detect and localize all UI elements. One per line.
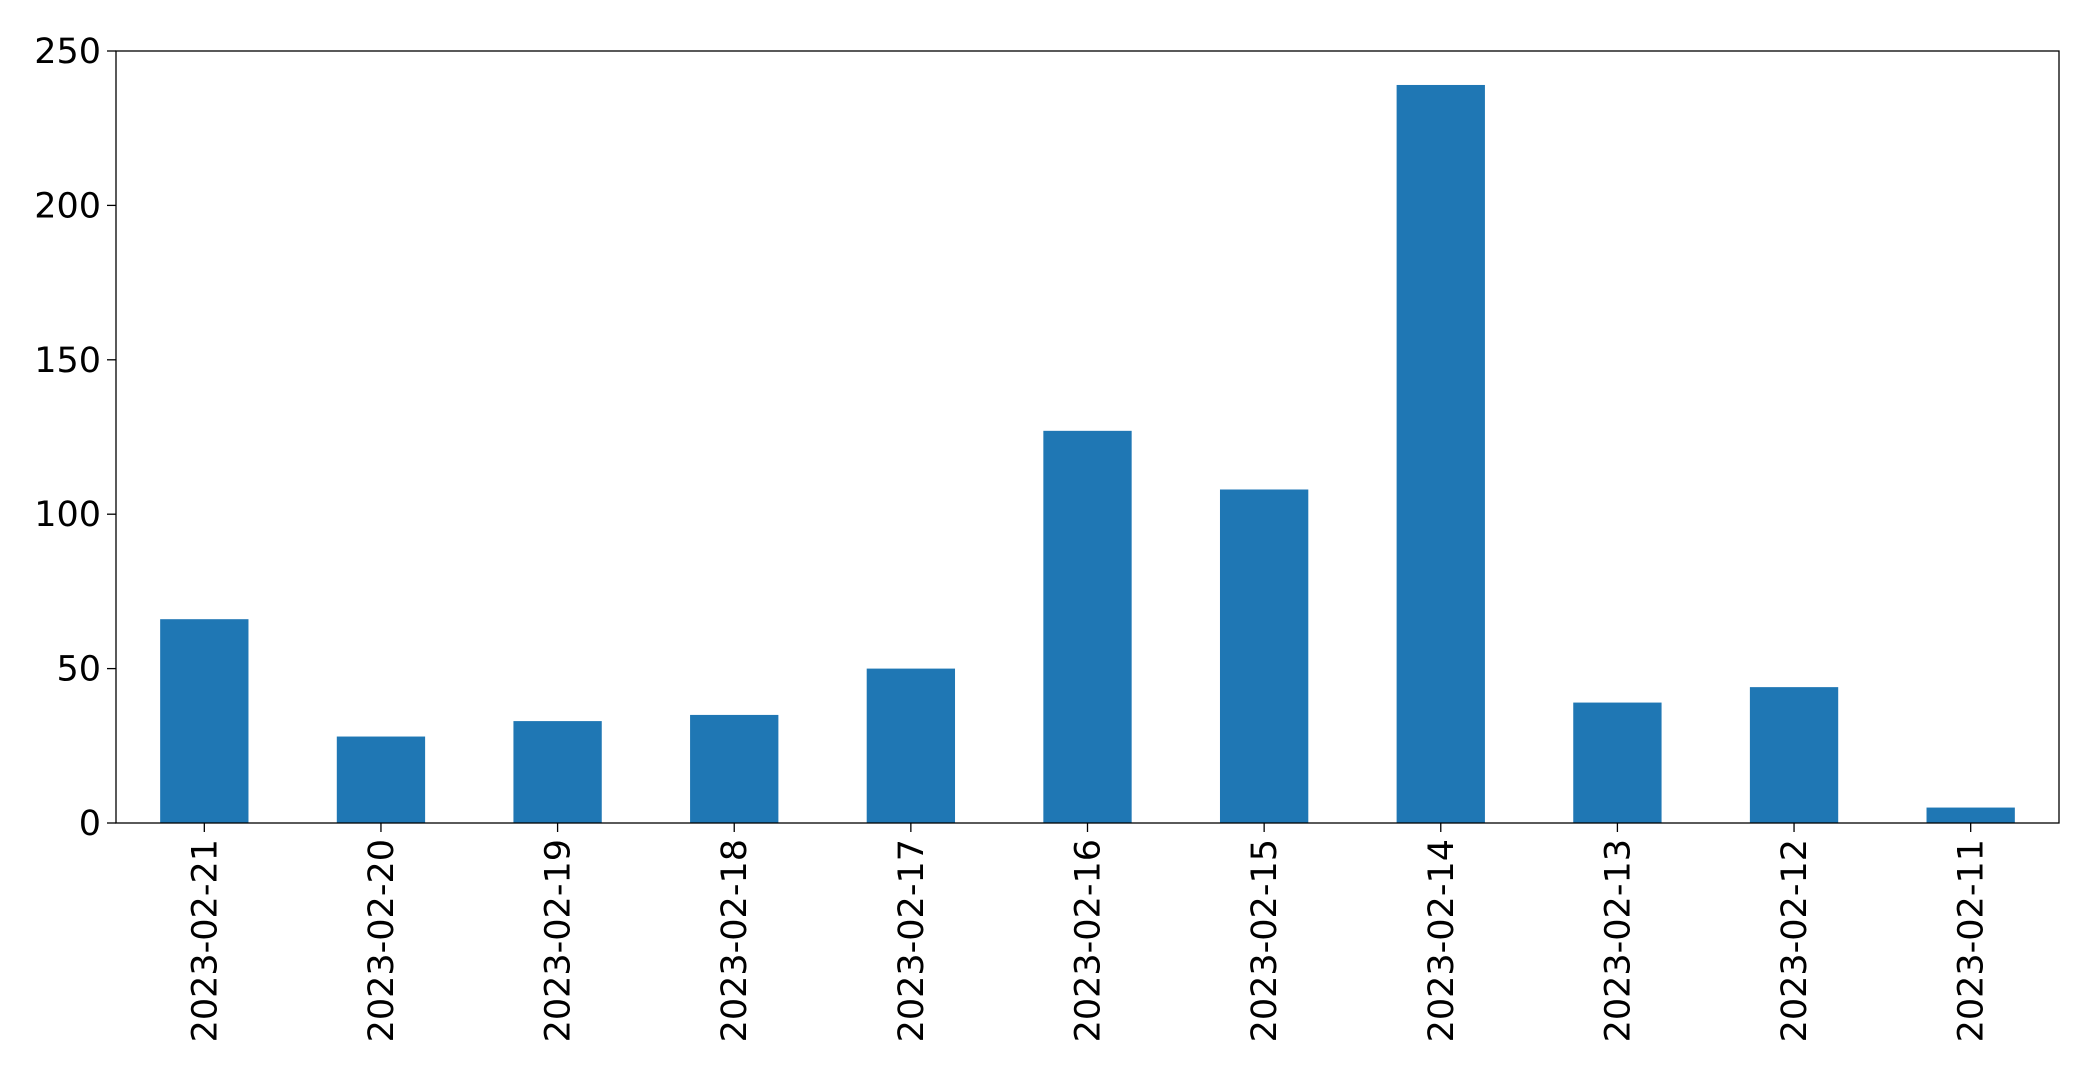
bar	[336, 736, 426, 823]
x-tick-label: 2023-02-14	[1422, 839, 1462, 1042]
x-tick-label: 2023-02-18	[715, 839, 755, 1042]
bar	[513, 721, 602, 823]
bar	[1396, 84, 1485, 823]
bar	[1043, 430, 1132, 823]
x-tick-label: 2023-02-16	[1069, 839, 1109, 1042]
bar	[1573, 702, 1662, 823]
y-tick-label: 250	[34, 32, 101, 72]
y-tick-label: 150	[34, 341, 101, 381]
bar	[1219, 489, 1309, 823]
bar	[1926, 807, 2015, 823]
x-tick-label: 2023-02-17	[892, 839, 932, 1042]
x-tick-label: 2023-02-11	[1952, 839, 1992, 1042]
plot-frame	[115, 50, 2060, 824]
bar	[866, 668, 956, 823]
x-tick-label: 2023-02-19	[539, 839, 579, 1042]
x-tick-label: 2023-02-21	[185, 839, 225, 1042]
y-tick-label: 200	[34, 186, 101, 226]
y-tick-label: 100	[34, 495, 101, 535]
y-tick-label: 50	[56, 650, 101, 690]
x-tick-label: 2023-02-13	[1598, 839, 1638, 1042]
bar	[160, 619, 249, 823]
x-tick-label: 2023-02-15	[1245, 839, 1285, 1042]
bar	[1749, 687, 1839, 823]
bar	[690, 714, 779, 823]
x-tick-label: 2023-02-20	[362, 839, 402, 1042]
x-tick-label: 2023-02-12	[1775, 839, 1815, 1042]
y-tick-label: 0	[79, 804, 101, 844]
